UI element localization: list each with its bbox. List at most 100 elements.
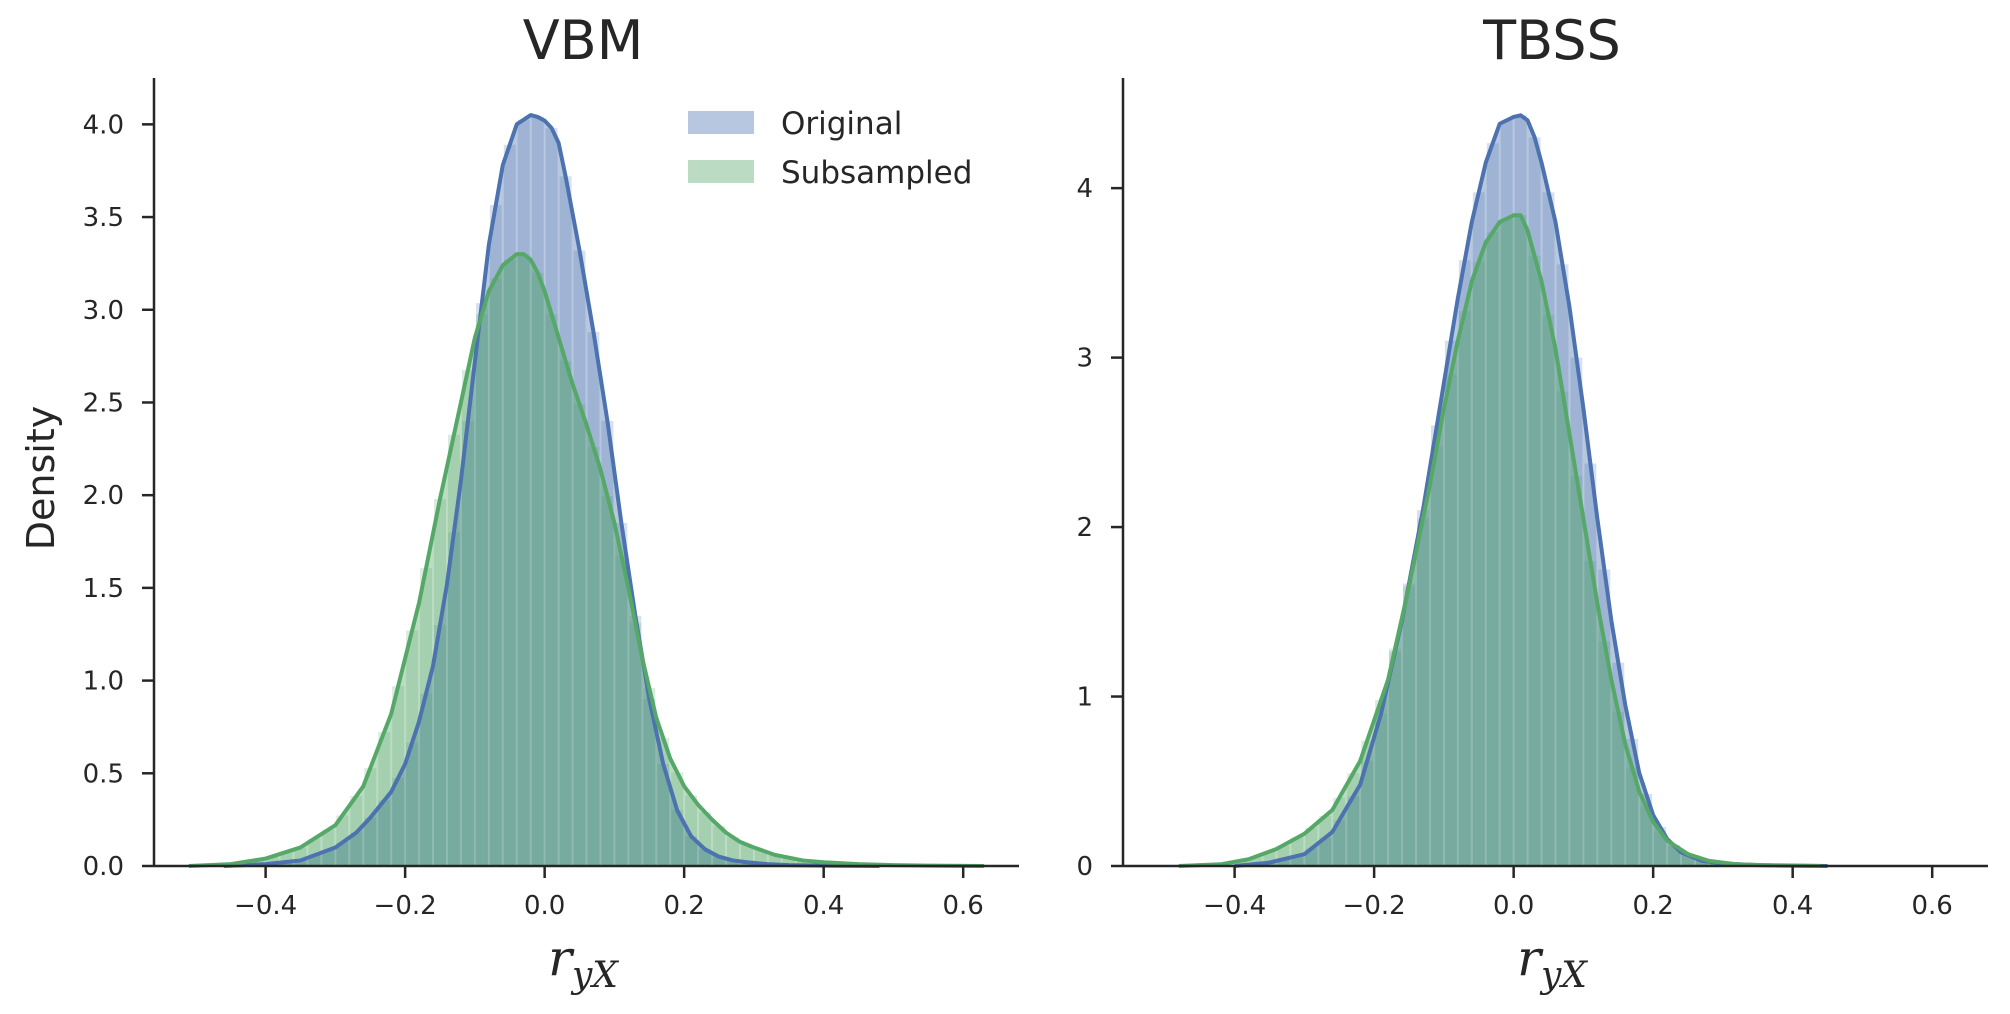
tbss-subsampled-line xyxy=(1178,213,1821,868)
vbm-subsampled-hist-bar xyxy=(489,278,502,866)
tbss-subsampled-hist-bar xyxy=(1333,797,1346,866)
tbss-subsampled-hist-bar xyxy=(1668,845,1681,866)
tbss-y-tick-label: 4 xyxy=(1076,174,1093,204)
tbss-subsampled-hist-bar xyxy=(1375,699,1388,866)
vbm-y-tick-label: 3.5 xyxy=(83,203,124,233)
vbm-original-area xyxy=(223,115,880,867)
vbm-original-hist-bar xyxy=(461,421,474,866)
vbm-subsampled-hist-bar xyxy=(573,404,586,866)
vbm-original-hist-bar xyxy=(517,119,530,866)
tbss-original-hist-bar xyxy=(1347,796,1360,866)
vbm-subsampled-hist-bar xyxy=(601,496,614,866)
vbm-original-hist-bar xyxy=(685,836,698,866)
tbss-original-hist-bar xyxy=(1486,143,1499,866)
tbss-original-hist-bar xyxy=(1430,425,1443,866)
vbm-subsampled-hist-bar xyxy=(768,854,781,866)
tbss-original-hist-bar xyxy=(1654,827,1667,866)
vbm-original-hist-bar xyxy=(615,522,628,866)
legend-swatch-original xyxy=(688,111,754,134)
tbss-subsampled-hist-bar xyxy=(1389,648,1402,866)
tbss-subsampled-hist-bar xyxy=(1486,232,1499,866)
tbss-subsampled-hist-bar xyxy=(1640,806,1653,866)
tbss-subsampled-hist-bar xyxy=(1500,218,1513,867)
vbm-y-tick-label: 2.0 xyxy=(83,481,124,511)
tbss-original-area xyxy=(1234,115,1828,866)
vbm-original-hist-bar xyxy=(392,777,405,866)
vbm-x-tick-label: 0.0 xyxy=(524,891,565,921)
vbm-x-tick-label: 0.6 xyxy=(943,891,984,921)
vbm-title: VBM xyxy=(523,9,644,72)
legend-label-original: Original xyxy=(781,106,902,142)
tbss-original-hist-bar xyxy=(1472,192,1485,867)
tbss-x-tick-label: 0.4 xyxy=(1772,891,1813,921)
vbm-original-hist-bar xyxy=(531,116,544,867)
vbm-original-hist-bar xyxy=(559,176,572,866)
tbss-x-tick-label: −0.2 xyxy=(1343,891,1406,921)
tbss-original-hist-bar xyxy=(1458,260,1471,866)
vbm-subsampled-hist-bar xyxy=(461,370,474,866)
tbss-subsampled-hist-bar xyxy=(1458,311,1471,866)
tbss-title: TBSS xyxy=(1482,9,1621,72)
legend: Original Subsampled xyxy=(688,106,972,191)
vbm-original-hist-bar xyxy=(447,532,460,866)
vbm-x-tick-label: −0.4 xyxy=(234,891,297,921)
vbm-y-tick-label: 1.0 xyxy=(83,667,124,697)
tbss-subsampled-hist-bar xyxy=(1444,374,1457,866)
tbss-original-hist-bar xyxy=(1556,264,1569,867)
vbm-subsampled-hist-bar xyxy=(503,259,516,867)
tbss-subsampled-hist-bar xyxy=(1347,773,1360,866)
vbm-original-hist-bar xyxy=(378,800,391,866)
vbm-subsampled-hist-bar xyxy=(615,555,628,866)
tbss-original-hist-bar xyxy=(1361,760,1374,866)
vbm-subsampled-hist-bar xyxy=(475,314,488,866)
tbss-subsampled-hist-bar xyxy=(1277,845,1290,866)
vbm-original-hist-bar xyxy=(671,810,684,866)
vbm-original-hist-bar xyxy=(280,861,293,866)
tbss-original-hist-bar xyxy=(1389,651,1402,866)
tbss-subsampled-hist-bar xyxy=(1514,215,1527,866)
tbss-subsampled-hist-bar xyxy=(1319,816,1332,866)
tbss-original-hist-bar xyxy=(1626,738,1639,866)
tbss-y-ticks: 0 1 2 3 4 xyxy=(1076,174,1123,882)
vbm-subsampled-hist-bar xyxy=(420,568,433,866)
vbm-subsampled-hist-bar xyxy=(434,498,446,866)
tbss-subsampled-area xyxy=(1178,215,1821,866)
tbss-subsampled-hist-bar xyxy=(1598,641,1611,866)
vbm-original-hist-bar xyxy=(545,128,558,867)
tbss-plot-area xyxy=(1178,113,1828,868)
vbm-subsampled-hist-bar xyxy=(671,772,684,866)
vbm-original-hist-bar xyxy=(587,332,600,866)
vbm-original-hist-bar xyxy=(420,693,433,866)
vbm-plot-area xyxy=(188,113,985,868)
vbm-original-hist-bar xyxy=(601,421,614,866)
tbss-subsampled-hist-bar xyxy=(1528,255,1541,866)
vbm-subsampled-hist-bar xyxy=(517,254,530,866)
vbm-original-hist-bar xyxy=(308,855,321,866)
vbm-subsampled-hist-bar xyxy=(545,314,558,866)
tbss-x-axis-label: ryX xyxy=(1517,929,1588,996)
tbss-subsampled-hist-bar xyxy=(1556,391,1569,866)
vbm-original-hist-bar xyxy=(475,303,488,867)
vbm-subsampled-hist-bar xyxy=(280,851,293,866)
vbm-subsampled-line xyxy=(188,252,985,868)
vbm-y-axis-label: Density xyxy=(19,406,63,550)
vbm-x-tick-label: 0.2 xyxy=(663,891,704,921)
tbss-y-tick-label: 2 xyxy=(1076,513,1093,543)
tbss-original-hist-bar xyxy=(1403,583,1415,866)
vbm-original-hist-bar xyxy=(406,742,419,866)
tbss-subsampled-hist-bar xyxy=(1430,446,1443,866)
tbss-x-tick-label: 0.2 xyxy=(1632,891,1673,921)
vbm-original-hist-bar xyxy=(643,699,656,866)
tbss-original-hist-bar xyxy=(1640,793,1653,866)
tbss-subsampled-hist-bar xyxy=(1542,315,1555,866)
legend-label-subsampled: Subsampled xyxy=(781,155,972,191)
vbm-y-tick-label: 0.5 xyxy=(83,759,124,789)
vbm-original-hist-bar xyxy=(364,817,377,866)
vbm-subsampled-hist-bar xyxy=(559,360,572,866)
tbss-original-hist-bar xyxy=(1668,845,1681,866)
vbm-x-ticks: −0.4 −0.2 0.0 0.2 0.4 0.6 xyxy=(234,866,984,921)
tbss-original-hist-bar xyxy=(1542,192,1555,867)
tbss-original-hist-bar xyxy=(1416,510,1429,866)
vbm-original-hist-bar xyxy=(713,856,726,866)
vbm-original-hist-bar xyxy=(699,849,712,866)
